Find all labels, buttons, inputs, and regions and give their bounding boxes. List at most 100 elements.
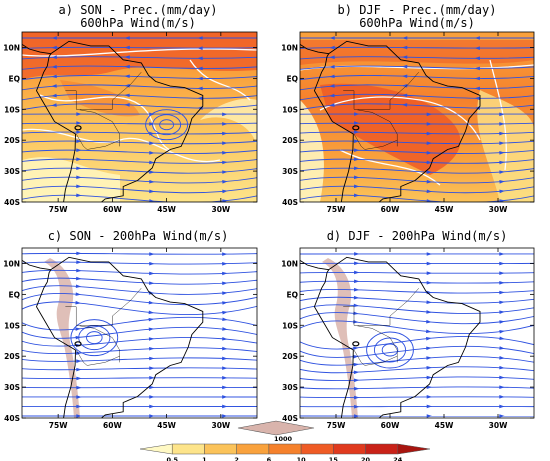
- streamline-arrow: [401, 36, 408, 40]
- streamline: [300, 84, 534, 91]
- streamline-arrow: [51, 74, 57, 79]
- streamline-arrow: [499, 112, 505, 117]
- colorbar-cell: [300, 443, 334, 455]
- country-border: [76, 109, 120, 147]
- streamline-arrow: [401, 74, 408, 79]
- streamline-arrow: [76, 166, 82, 171]
- streamline-arrow: [499, 365, 505, 370]
- streamline-arrow: [426, 141, 433, 145]
- lat-tick-label: 10S: [282, 105, 298, 114]
- streamline-arrow: [499, 414, 505, 418]
- streamline-arrow: [354, 261, 360, 266]
- streamline: [22, 292, 257, 306]
- streamline-arrow: [75, 284, 82, 289]
- streamline-arrow: [499, 160, 505, 165]
- anticyclone-streamline: [86, 331, 103, 345]
- lon-tick-label: 60W: [103, 421, 122, 430]
- streamline-arrow: [197, 56, 203, 61]
- streamline-arrow: [426, 395, 433, 399]
- streamline-arrow: [353, 362, 360, 367]
- streamline: [300, 46, 534, 49]
- streamline-arrow: [353, 287, 360, 292]
- streamline-arrow: [222, 366, 228, 370]
- streamline-arrow: [426, 131, 433, 136]
- anticyclone-streamline: [381, 343, 399, 357]
- streamline-arrow: [329, 64, 335, 69]
- lon-tick-label: 45W: [435, 205, 454, 214]
- streamline-arrow: [222, 189, 228, 194]
- lat-tick-label: 20S: [4, 136, 20, 145]
- topo-legend: 1000: [237, 420, 315, 443]
- streamline-arrow: [499, 404, 505, 409]
- lon-tick-label: 30W: [489, 205, 508, 214]
- streamline-arrow: [222, 122, 228, 126]
- frame-d: [299, 247, 535, 419]
- streamline-arrow: [149, 271, 155, 276]
- streamline-arrow: [222, 356, 228, 361]
- streamline: [300, 93, 534, 101]
- topo-legend-label: 1000: [274, 435, 293, 443]
- streamline-arrow: [499, 395, 505, 399]
- lake-titicaca: [352, 341, 360, 347]
- streamline-arrow: [499, 271, 505, 275]
- streamline-arrow: [354, 414, 360, 418]
- streamline-arrow: [51, 93, 57, 98]
- precip-dry-east-a: [200, 98, 257, 150]
- streamline-arrow: [222, 170, 228, 174]
- lat-tick-label: 10N: [281, 43, 298, 52]
- streamline: [300, 376, 534, 381]
- lon-tick-label: 45W: [157, 421, 176, 430]
- streamline: [300, 289, 534, 294]
- streamline-arrow: [426, 414, 433, 418]
- central-america-coastline: [300, 259, 329, 271]
- streamline-arrow: [76, 251, 82, 256]
- country-border: [65, 90, 77, 110]
- lon-tick-label: 30W: [211, 421, 230, 430]
- streamline-arrow: [222, 317, 228, 322]
- lat-tick-label: 30S: [4, 383, 20, 392]
- streamline-arrow: [222, 301, 228, 305]
- lon-tick-label: 60W: [103, 205, 122, 214]
- panel-d: d) DJF - 200hPa Wind(m/s) 75W 60W 45W 30W 10…: [281, 229, 535, 430]
- panel-c-title: c) SON - 200hPa Wind(m/s): [48, 229, 229, 243]
- streamline-arrow: [329, 74, 335, 79]
- streamline-arrow: [222, 199, 228, 202]
- streamline-arrow: [499, 141, 505, 146]
- streamline-arrow: [354, 270, 360, 275]
- streamline-arrow: [149, 199, 155, 202]
- streamline-arrow: [426, 189, 433, 194]
- streamline-arrow: [51, 45, 57, 50]
- lat-tick-label: 20S: [282, 136, 298, 145]
- streamline-arrow: [426, 319, 432, 324]
- lat-tick-label: 40S: [282, 198, 298, 207]
- country-border: [76, 325, 120, 363]
- streamline-arrow: [499, 281, 505, 285]
- streamline-arrow: [329, 36, 335, 40]
- streamline: [22, 285, 257, 295]
- streamline-arrow: [401, 84, 408, 88]
- south-america-coastline: [313, 40, 481, 202]
- streamline-arrow: [426, 356, 432, 360]
- lat-tick-label: EQ: [9, 290, 21, 299]
- colorbar-cell: [171, 443, 205, 455]
- streamline: [300, 296, 534, 304]
- streamline-arrow: [51, 103, 57, 107]
- streamline-arrow: [222, 151, 228, 155]
- streamline-arrow: [149, 395, 155, 399]
- streamline: [22, 377, 257, 379]
- streamline-arrow: [354, 112, 360, 116]
- lat-tick-label: 40S: [4, 198, 20, 207]
- streamline-arrow: [148, 327, 155, 332]
- colorbar-label: 2: [234, 456, 239, 461]
- lat-tick-label: 10S: [4, 321, 20, 330]
- streamline-arrow: [76, 121, 82, 125]
- streamline-arrow: [354, 166, 360, 171]
- streamline: [300, 345, 534, 358]
- streamline-arrow: [124, 45, 130, 50]
- streamline-arrow: [329, 93, 335, 98]
- colorbar-label: 20: [361, 456, 371, 461]
- streamline-arrow: [76, 112, 82, 116]
- lon-tick-label: 60W: [381, 205, 400, 214]
- lake-titicaca: [74, 125, 82, 131]
- country-border: [76, 349, 120, 366]
